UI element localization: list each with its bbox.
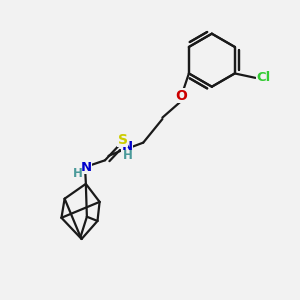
Text: H: H: [73, 167, 82, 180]
Text: N: N: [80, 160, 92, 174]
Text: N: N: [122, 140, 133, 153]
Text: Cl: Cl: [256, 71, 271, 84]
Text: H: H: [123, 149, 133, 162]
Text: O: O: [176, 88, 188, 103]
Text: S: S: [118, 133, 128, 147]
